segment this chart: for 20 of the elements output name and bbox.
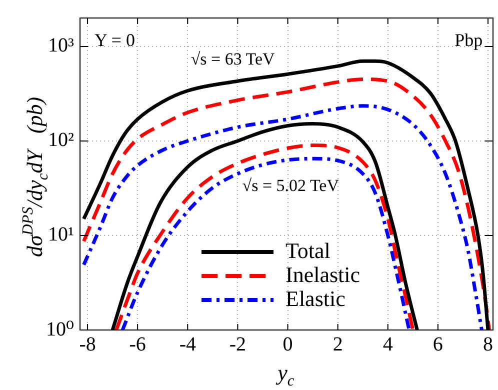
y-tick-label: 10⁰	[46, 318, 74, 340]
x-tick-label: 6	[432, 333, 443, 356]
y-tick-label: 10³	[48, 34, 74, 57]
annotation: √s = 63 TeV	[190, 50, 276, 69]
legend-label: Elastic	[286, 286, 346, 311]
x-tick-label: 2	[332, 333, 343, 356]
x-tick-label: -2	[229, 333, 246, 356]
annotation: √s = 5.02 TeV	[242, 176, 340, 195]
annotation: Y = 0	[94, 30, 135, 50]
x-tick-label: 4	[382, 333, 393, 356]
x-tick-label: -4	[179, 333, 196, 356]
x-tick-label: 0	[282, 333, 293, 356]
x-tick-label: 8	[482, 333, 493, 356]
annotation: Pbp	[454, 30, 483, 50]
y-tick-label: 10²	[48, 129, 74, 152]
x-tick-label: -6	[129, 333, 146, 356]
y-tick-label: 10¹	[48, 224, 74, 246]
legend-label: Inelastic	[286, 262, 360, 287]
legend-label: Total	[286, 238, 330, 263]
x-tick-label: -8	[79, 333, 96, 356]
